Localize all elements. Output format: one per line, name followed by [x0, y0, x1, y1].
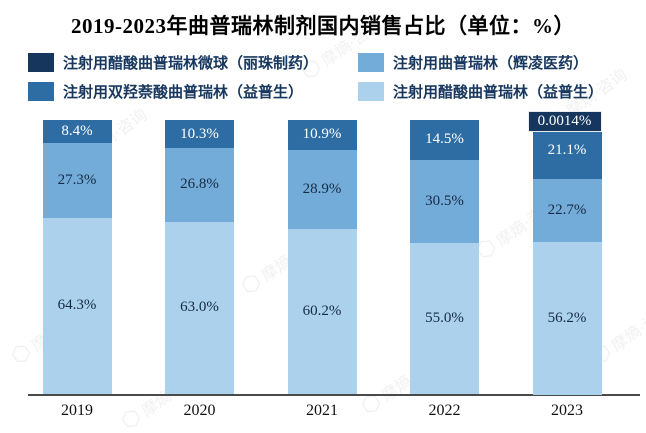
legend-swatch — [28, 53, 54, 72]
bar-segment: 22.7% — [532, 179, 602, 242]
segment-label: 10.9% — [302, 126, 342, 143]
axis-label-2020: 2020 — [183, 402, 216, 419]
legend-item: 注射用曲普瑞林（辉凌医药） — [358, 52, 628, 73]
bar-segment: 14.5% — [410, 120, 479, 160]
legend-swatch — [358, 82, 384, 101]
segment-label: 14.5% — [425, 131, 464, 148]
segment-label: 56.2% — [547, 309, 587, 326]
legend-label: 注射用醋酸曲普瑞林微球（丽珠制药） — [63, 56, 319, 72]
legend: 注射用醋酸曲普瑞林微球（丽珠制药） 注射用曲普瑞林（辉凌医药） 注射用双羟萘酸曲普瑞… — [28, 52, 628, 102]
segment-label: 30.5% — [425, 193, 464, 209]
bar-segment: 64.3% — [42, 217, 112, 394]
bar-2019: 8.4% 27.3% 64.3% — [42, 120, 112, 394]
legend-swatch — [358, 53, 384, 72]
legend-item: 注射用醋酸曲普瑞林（益普生） — [358, 81, 628, 102]
axis-label-2019: 2019 — [61, 402, 93, 419]
axis-label-2023: 2023 — [551, 402, 583, 419]
bar-2023: 0.0014% 21.1% 22.7% 56.2% — [527, 111, 602, 396]
segment-label: 27.3% — [57, 171, 97, 188]
segment-label: 8.4% — [61, 123, 93, 139]
segment-label: 21.1% — [547, 141, 587, 158]
legend-label: 注射用双羟萘酸曲普瑞林（益普生） — [63, 85, 304, 101]
axis-label-2022: 2022 — [428, 402, 461, 419]
legend-label: 注射用曲普瑞林（辉凌医药） — [393, 56, 589, 72]
bar-2021: 10.9% 28.9% 60.2% — [287, 120, 357, 394]
legend-item: 注射用醋酸曲普瑞林微球（丽珠制药） — [28, 52, 358, 73]
legend-label: 注射用醋酸曲普瑞林（益普生） — [393, 85, 604, 101]
legend-swatch — [28, 82, 54, 101]
plot-area: 8.4% 27.3% 64.3% 2019 10.3% 26.8% 63.0% 2020 10.… — [28, 111, 640, 419]
bar-2022: 14.5% 30.5% 55.0% — [410, 120, 479, 394]
bar-segment: 10.3% — [165, 120, 234, 149]
bar-segment: 60.2% — [287, 229, 357, 394]
segment-label: 55.0% — [425, 310, 464, 327]
legend-item: 注射用双羟萘酸曲普瑞林（益普生） — [28, 81, 358, 102]
bar-segment: 10.9% — [287, 120, 357, 150]
segment-label: 64.3% — [57, 297, 97, 314]
segment-label: 60.2% — [302, 303, 342, 319]
bar-segment: 30.5% — [410, 159, 479, 244]
bar-segment: 56.2% — [532, 241, 602, 396]
segment-callout-label: 0.0014% — [527, 111, 602, 132]
bar-segment: 26.8% — [165, 148, 234, 222]
bar-segment: 63.0% — [165, 221, 234, 395]
bar-segment: 27.3% — [42, 143, 112, 218]
bar-segment: 55.0% — [410, 243, 479, 394]
bar-2020: 10.3% 26.8% 63.0% — [165, 120, 234, 395]
segment-label: 10.3% — [180, 125, 219, 142]
segment-label: 22.7% — [547, 201, 587, 218]
segment-label: 28.9% — [302, 180, 342, 197]
axis-label-2021: 2021 — [306, 402, 338, 419]
segment-label: 63.0% — [180, 299, 219, 316]
bar-segment: 8.4% — [42, 120, 112, 144]
chart-title: 2019-2023年曲普瑞林制剂国内销售占比（单位：%） — [71, 14, 575, 38]
segment-label: 26.8% — [180, 176, 219, 193]
bar-segment: 28.9% — [287, 149, 357, 230]
